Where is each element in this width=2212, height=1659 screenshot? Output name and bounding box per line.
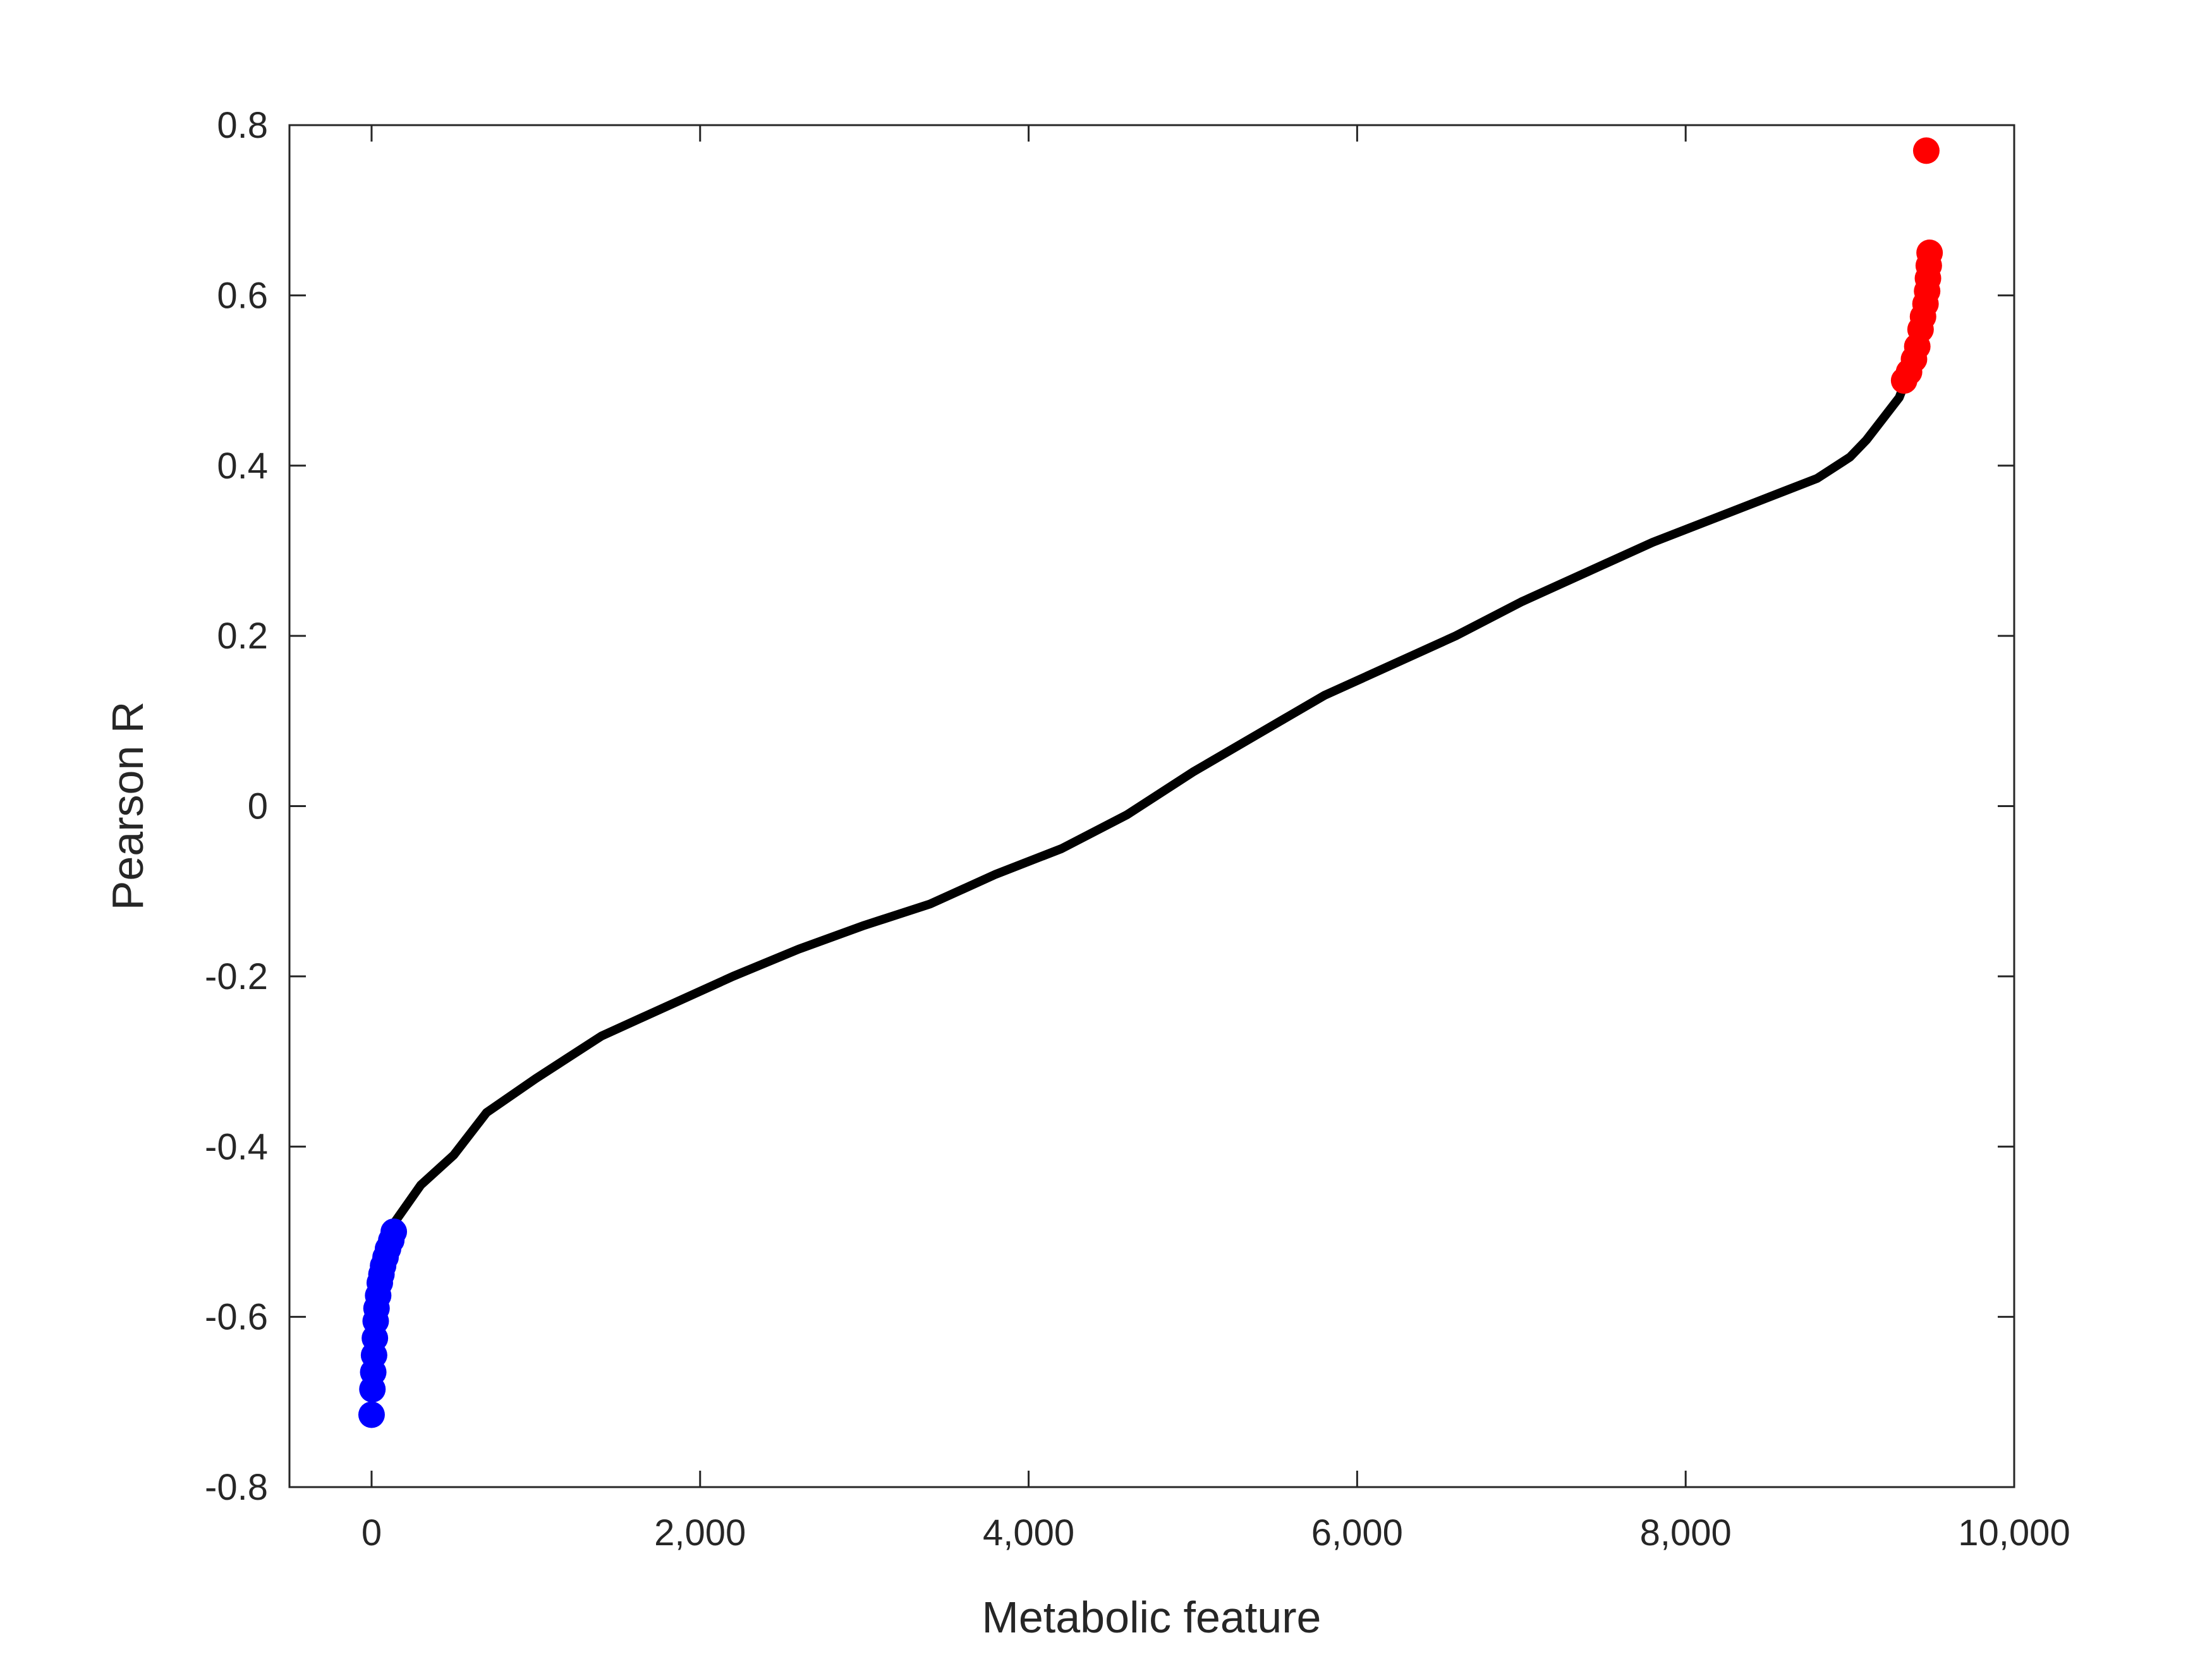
data-point [1916,240,1943,267]
y-tick-label: -0.2 [205,956,268,997]
y-tick-label: -0.6 [205,1297,268,1338]
y-tick-label: 0 [248,786,268,827]
x-tick-label: 2,000 [654,1512,746,1553]
y-tick-label: 0.4 [217,446,268,487]
correlation-curve [383,380,1909,1236]
x-tick-label: 8,000 [1640,1512,1732,1553]
y-tick-label: 0.2 [217,616,268,657]
data-point [1912,137,1940,164]
plot-area [289,125,2014,1487]
y-axis-title: Pearson R [103,702,152,911]
x-axis-title: Metabolic feature [982,1593,1322,1642]
x-axis: 0 2,000 4,000 6,000 8,000 10,000 [362,125,2070,1553]
x-tick-label: 10,000 [1958,1512,2070,1553]
data-point [380,1218,408,1245]
y-tick-label: 0.8 [217,105,268,146]
x-tick-label: 6,000 [1311,1512,1403,1553]
x-tick-label: 0 [362,1512,382,1553]
y-tick-label: -0.8 [205,1467,268,1508]
data-point [358,1401,385,1428]
y-tick-label: -0.4 [205,1126,268,1167]
plot-frame [288,124,2015,1488]
y-tick-label: 0.6 [217,275,268,316]
data-series [358,137,1943,1428]
x-tick-label: 4,000 [983,1512,1074,1553]
